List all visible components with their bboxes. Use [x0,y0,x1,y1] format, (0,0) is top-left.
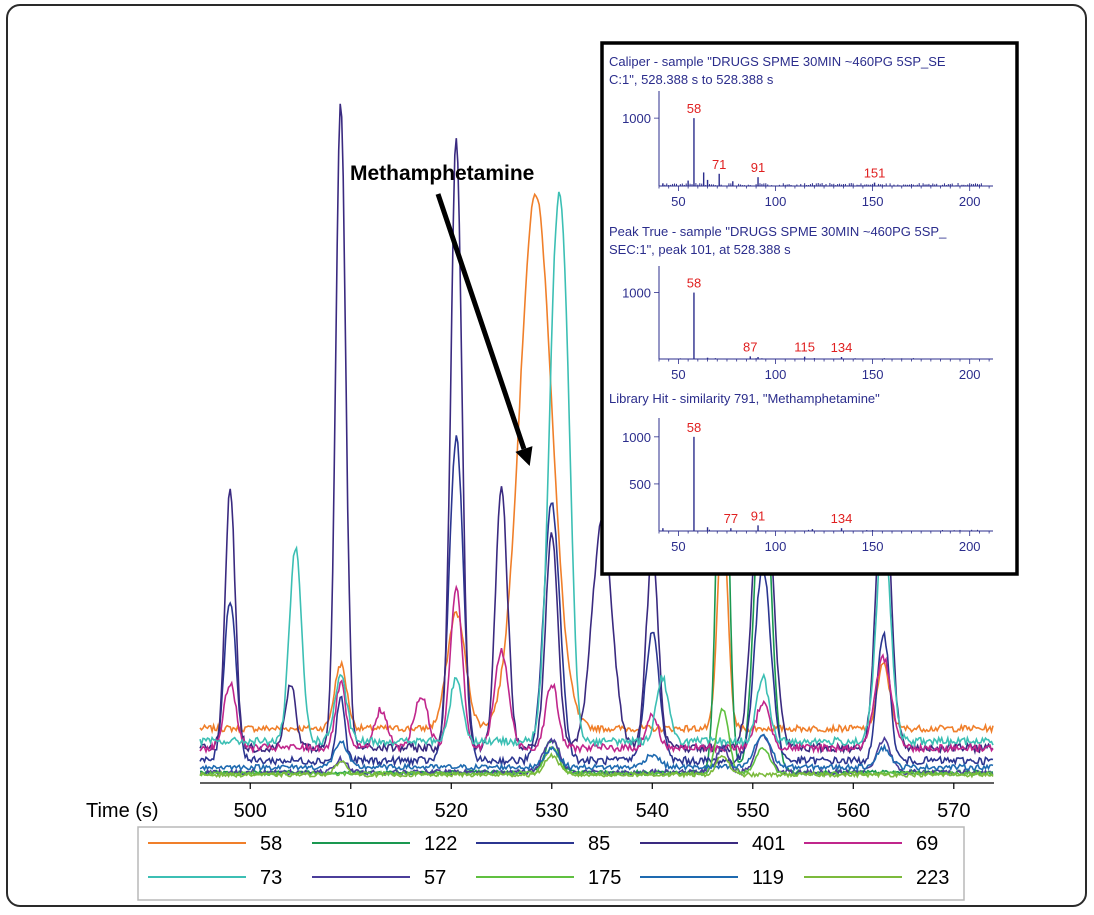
spectrum-peak-label-71: 71 [712,157,726,172]
trace-223 [199,752,994,779]
spectrum-x-tick-200: 200 [959,539,981,554]
trace-73 [199,191,994,749]
x-axis-ticks: 500 510 520 530 540 550 560 570 [234,783,970,822]
legend-label-57: 57 [424,867,446,889]
spectrum-x-tick-150: 150 [862,539,884,554]
spectrum-y-tick-1000: 1000 [622,430,651,445]
spectrum-x-tick-50: 50 [671,367,685,382]
spectrum-title-1-line-2: C:1", 528.388 s to 528.388 s [609,72,774,87]
spectrum-peak-label-77: 77 [724,511,738,526]
spectrum-panel-3: Library Hit - similarity 791, "Methamphe… [609,391,993,554]
spectrum-title-1-line-1: Caliper - sample "DRUGS SPME 30MIN ~460P… [609,54,946,69]
legend-label-119: 119 [752,867,784,889]
mass-spectra-inset: Caliper - sample "DRUGS SPME 30MIN ~460P… [600,41,1019,576]
spectrum-peak-label-91: 91 [751,160,765,175]
spectrum-x-tick-150: 150 [862,367,884,382]
spectrum-peak-label-58: 58 [687,101,701,116]
x-axis-label: Time (s) [86,800,159,822]
x-tick-label-510: 510 [334,800,367,822]
spectrum-peak-label-58: 58 [687,276,701,291]
spectrum-peak-label-91: 91 [751,508,765,523]
spectrum-x-tick-100: 100 [765,367,787,382]
inset-box [600,41,1019,576]
spectrum-title-2-line-1: Peak True - sample "DRUGS SPME 30MIN ~46… [609,224,947,239]
annotation-arrow [435,193,527,450]
spectrum-panel-1: Caliper - sample "DRUGS SPME 30MIN ~460P… [609,54,993,209]
spectrum-x-tick-200: 200 [959,367,981,382]
trace-119 [199,733,994,772]
legend-label-223: 223 [916,867,949,889]
legend-label-73: 73 [260,867,282,889]
spectrum-x-tick-200: 200 [959,194,981,209]
trace-85 [199,435,994,768]
spectrum-x-tick-100: 100 [765,194,787,209]
spectrum-panel-2: Peak True - sample "DRUGS SPME 30MIN ~46… [609,224,993,382]
spectrum-y-tick-500: 500 [629,477,651,492]
legend-label-401: 401 [752,833,785,855]
x-tick-label-520: 520 [435,800,468,822]
chromatogram-figure: 500 510 520 530 540 550 560 570 Time (s) Metham… [86,41,1019,901]
spectrum-y-tick-1000: 1000 [622,111,651,126]
spectrum-x-tick-150: 150 [862,194,884,209]
methamphetamine-annotation: Methamphetamine [350,162,534,466]
annotation-label: Methamphetamine [350,162,534,185]
legend: 58 122 85 401 69 73 57 175 119 223 [137,826,965,901]
legend-label-175: 175 [588,867,621,889]
spectrum-peak-label-134: 134 [831,340,853,355]
legend-label-85: 85 [588,833,610,855]
x-tick-label-550: 550 [736,800,769,822]
trace-69 [199,584,994,755]
spectrum-peak-label-87: 87 [743,339,757,354]
spectrum-x-tick-100: 100 [765,539,787,554]
chromatogram-traces [199,103,994,779]
legend-label-69: 69 [916,833,938,855]
spectrum-x-tick-50: 50 [671,539,685,554]
spectrum-x-tick-50: 50 [671,194,685,209]
spectrum-title-3-line-1: Library Hit - similarity 791, "Methamphe… [609,391,880,406]
spectrum-peak-label-115: 115 [794,340,815,355]
figure-frame: 500 510 520 530 540 550 560 570 Time (s) Metham… [6,4,1087,907]
spectrum-peak-label-151: 151 [864,166,886,181]
x-tick-label-500: 500 [234,800,267,822]
legend-label-58: 58 [260,833,282,855]
x-tick-label-570: 570 [937,800,970,822]
spectrum-y-tick-1000: 1000 [622,286,651,301]
x-tick-label-530: 530 [535,800,568,822]
legend-label-122: 122 [424,833,457,855]
legend-box [137,826,965,901]
x-tick-label-540: 540 [636,800,669,822]
spectrum-title-2-line-2: SEC:1", peak 101, at 528.388 s [609,242,791,257]
x-tick-label-560: 560 [837,800,870,822]
trace-58 [199,192,994,735]
annotation-arrowhead [515,446,533,466]
spectrum-peak-label-58: 58 [687,420,701,435]
spectrum-peak-label-134: 134 [831,511,853,526]
